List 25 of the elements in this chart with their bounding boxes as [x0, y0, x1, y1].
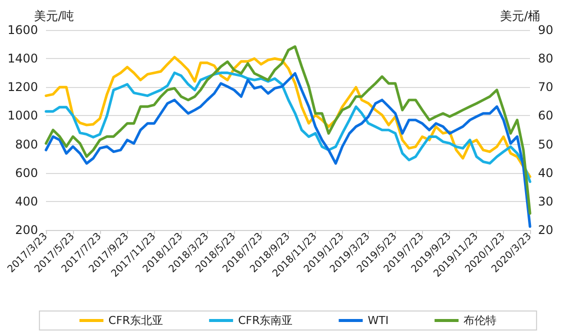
y2-tick-label: 50 [538, 137, 554, 152]
y-tick-label: 800 [15, 137, 38, 152]
y2-tick-label: 40 [538, 166, 554, 180]
y2-tick-label: 60 [538, 108, 554, 123]
y-tick-label: 1200 [7, 80, 38, 94]
y-tick-label: 1600 [7, 23, 38, 37]
y2-tick-label: 90 [538, 23, 554, 37]
legend-label: WTI [368, 314, 389, 327]
y-axis-title: 美元/吨 [34, 9, 74, 23]
y2-tick-label: 70 [538, 80, 554, 94]
y2-tick-label: 20 [538, 223, 554, 237]
y-tick-label: 1000 [7, 108, 38, 123]
y2-axis-title: 美元/桶 [500, 9, 540, 23]
line-series [44, 45, 532, 215]
y2-tick-label: 80 [538, 52, 554, 66]
legend-label: 布伦特 [464, 314, 497, 327]
y2-tick-label: 30 [538, 194, 554, 208]
y-tick-label: 1400 [7, 52, 38, 66]
legend-label: CFR东南亚 [238, 314, 293, 327]
y-tick-label: 400 [15, 194, 38, 208]
legend-label: CFR东北亚 [108, 314, 164, 327]
y-tick-label: 200 [15, 223, 38, 237]
line-series [44, 72, 532, 228]
y-tick-label: 600 [15, 166, 38, 180]
line-series [44, 72, 532, 184]
